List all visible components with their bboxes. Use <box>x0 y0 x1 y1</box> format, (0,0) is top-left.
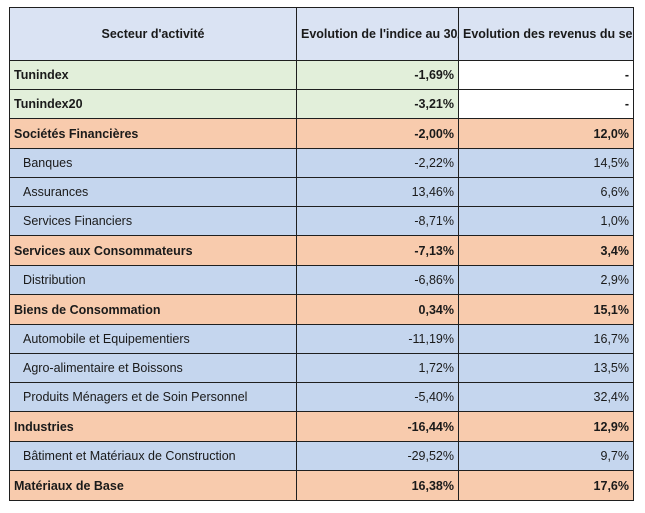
sector-name-cell: Assurances <box>9 177 297 207</box>
index-change-cell: -1,69% <box>296 60 459 90</box>
index-change-cell: 16,38% <box>296 470 459 501</box>
index-change-cell: -8,71% <box>296 206 459 236</box>
sector-name-cell: Services Financiers <box>9 206 297 236</box>
revenue-change-cell: 6,6% <box>458 177 634 207</box>
subsector-row: Automobile et Equipementiers -11,19% 16,7% <box>9 324 634 354</box>
index-change-cell: -7,13% <box>296 235 459 266</box>
sector-group-row: Services aux Consommateurs -7,13% 3,4% <box>9 235 634 266</box>
index-change-cell: 1,72% <box>296 353 459 383</box>
revenue-change-cell: 15,1% <box>458 294 634 325</box>
index-change-cell: 13,46% <box>296 177 459 207</box>
index-change-cell: -6,86% <box>296 265 459 295</box>
index-change-cell: -11,19% <box>296 324 459 354</box>
header-index-change: Evolution de l'indice au 30/06/2019 <box>296 7 459 61</box>
index-change-cell: -29,52% <box>296 441 459 471</box>
header-revenue-change: Evolution des revenus du secteur- S1 :20… <box>458 7 634 61</box>
header-sector: Secteur d'activité <box>9 7 297 61</box>
revenue-change-cell: 2,9% <box>458 265 634 295</box>
sector-name-cell: Sociétés Financières <box>9 118 297 149</box>
index-row: Tunindex -1,69% - <box>9 60 634 90</box>
revenue-change-cell: 32,4% <box>458 382 634 412</box>
sector-name-cell: Services aux Consommateurs <box>9 235 297 266</box>
revenue-change-cell: 9,7% <box>458 441 634 471</box>
sector-group-row: Biens de Consommation 0,34% 15,1% <box>9 294 634 325</box>
sector-group-row: Industries -16,44% 12,9% <box>9 411 634 442</box>
sector-name-cell: Matériaux de Base <box>9 470 297 501</box>
subsector-row: Distribution -6,86% 2,9% <box>9 265 634 295</box>
sector-name-cell: Tunindex <box>9 60 297 90</box>
revenue-change-cell: - <box>458 60 634 90</box>
revenue-change-cell: 14,5% <box>458 148 634 178</box>
sector-group-row: Sociétés Financières -2,00% 12,0% <box>9 118 634 149</box>
sector-name-cell: Industries <box>9 411 297 442</box>
sector-name-cell: Agro-alimentaire et Boissons <box>9 353 297 383</box>
header-row: Secteur d'activité Evolution de l'indice… <box>9 7 634 61</box>
sector-name-cell: Distribution <box>9 265 297 295</box>
index-change-cell: -2,00% <box>296 118 459 149</box>
index-change-cell: -5,40% <box>296 382 459 412</box>
sector-name-cell: Automobile et Equipementiers <box>9 324 297 354</box>
sector-name-cell: Biens de Consommation <box>9 294 297 325</box>
revenue-change-cell: 16,7% <box>458 324 634 354</box>
sector-name-cell: Tunindex20 <box>9 89 297 119</box>
subsector-row: Agro-alimentaire et Boissons 1,72% 13,5% <box>9 353 634 383</box>
revenue-change-cell: 17,6% <box>458 470 634 501</box>
subsector-row: Services Financiers -8,71% 1,0% <box>9 206 634 236</box>
subsector-row: Produits Ménagers et de Soin Personnel -5… <box>9 382 634 412</box>
sector-name-cell: Bâtiment et Matériaux de Construction <box>9 441 297 471</box>
sector-name-cell: Produits Ménagers et de Soin Personnel <box>9 382 297 412</box>
sector-performance-table: Secteur d'activité Evolution de l'indice… <box>9 7 634 501</box>
revenue-change-cell: 12,0% <box>458 118 634 149</box>
index-change-cell: -16,44% <box>296 411 459 442</box>
revenue-change-cell: - <box>458 89 634 119</box>
index-row: Tunindex20 -3,21% - <box>9 89 634 119</box>
subsector-row: Assurances 13,46% 6,6% <box>9 177 634 207</box>
subsector-row: Bâtiment et Matériaux de Construction -29… <box>9 441 634 471</box>
table-body: Tunindex -1,69% - Tunindex20 -3,21% - Sociétés… <box>9 60 634 501</box>
index-change-cell: 0,34% <box>296 294 459 325</box>
index-change-cell: -2,22% <box>296 148 459 178</box>
revenue-change-cell: 12,9% <box>458 411 634 442</box>
revenue-change-cell: 3,4% <box>458 235 634 266</box>
revenue-change-cell: 13,5% <box>458 353 634 383</box>
subsector-row: Banques -2,22% 14,5% <box>9 148 634 178</box>
index-change-cell: -3,21% <box>296 89 459 119</box>
sector-name-cell: Banques <box>9 148 297 178</box>
sector-group-row: Matériaux de Base 16,38% 17,6% <box>9 470 634 501</box>
revenue-change-cell: 1,0% <box>458 206 634 236</box>
